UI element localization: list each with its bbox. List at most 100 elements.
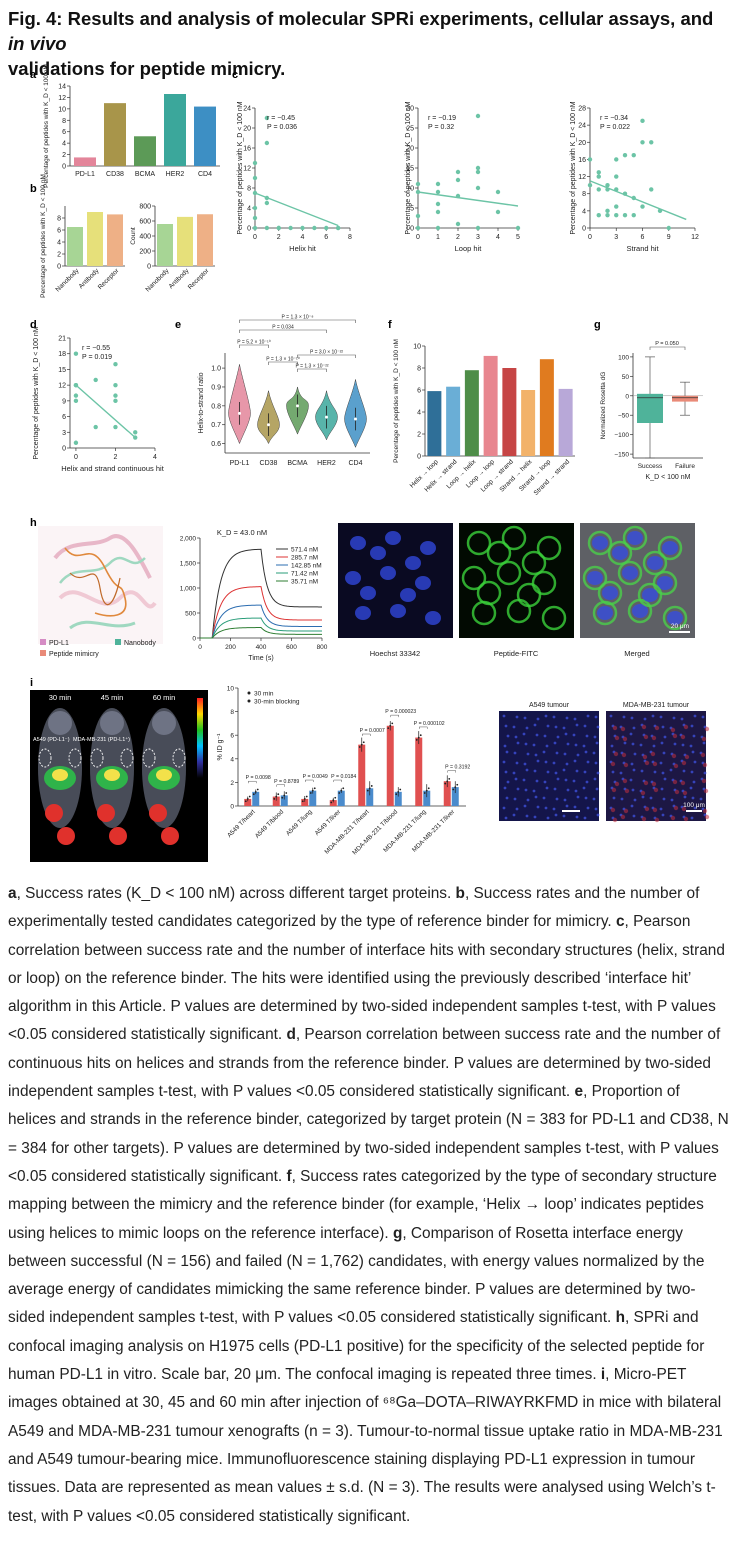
x-tick-label: A549 T/heart (226, 808, 257, 839)
data-point (415, 213, 421, 219)
significance-bracket (305, 779, 314, 783)
y-tick-label: 9 (62, 398, 66, 405)
legend-label: 30-min blocking (254, 699, 300, 706)
stat-r: r = −0.55 (82, 345, 110, 352)
data-point (475, 165, 481, 171)
tissue-nucleus (545, 744, 549, 748)
y-axis-label: % ID g⁻¹ (217, 733, 224, 761)
stat-r: r = −0.45 (267, 115, 295, 122)
tissue-nucleus (552, 807, 556, 811)
replicate-point (399, 788, 402, 791)
tissue-nucleus (502, 806, 506, 810)
y-tick-label: 1,500 (180, 561, 197, 568)
pet-time-label: 60 min (153, 693, 176, 702)
box-Success (637, 393, 663, 423)
y-tick-label: 0 (62, 164, 66, 171)
tissue-nucleus (562, 768, 566, 772)
cell-membrane (597, 580, 623, 606)
sensorgram-35.71 nM (200, 627, 323, 639)
tumour-outline-mda (120, 748, 134, 768)
pdl1-stain (684, 754, 690, 760)
y-axis-label: Percentage of peptides with K_D < 100 nM (393, 339, 400, 463)
significance-bracket (649, 346, 686, 350)
replicate-point (419, 734, 422, 737)
tissue-nucleus (522, 732, 526, 736)
data-point (649, 187, 654, 192)
tissue-nucleus (693, 760, 697, 764)
p-value: P = 1.3 × 10⁻⁸ (282, 315, 314, 321)
data-point (614, 174, 619, 179)
panel-label-e: e (175, 319, 181, 331)
tissue-nucleus (524, 788, 528, 792)
y-tick-label: 12 (58, 95, 66, 102)
tissue-nucleus (563, 752, 567, 756)
significance-bracket (297, 368, 327, 372)
pet-colorbar (197, 698, 203, 778)
tissue-nucleus (643, 717, 647, 721)
pdl1-stain (702, 808, 708, 814)
cell-membrane (476, 580, 502, 606)
bar-Antibody (177, 216, 193, 266)
chart-title: K_D = 43.0 nM (217, 528, 267, 537)
replicate-point (425, 789, 428, 792)
replicate-point (452, 788, 455, 791)
x-tick-label: 4 (496, 234, 500, 241)
tissue-nucleus (554, 725, 558, 729)
y-tick-label: 2,000 (180, 536, 197, 543)
legend-peptide: Peptide mimicry (49, 651, 99, 658)
tissue-nucleus (630, 804, 634, 808)
pdl1-stain (652, 761, 658, 767)
y-tick-label: 4 (62, 141, 66, 148)
y-tick-label: 50 (622, 374, 630, 381)
caption-panel-letter: d (286, 1026, 296, 1044)
tumour-label-mda: MDA-MB-231 (PD-L1⁺) (73, 736, 130, 743)
y-tick-label: 0.8 (211, 403, 221, 410)
cell-nucleus (390, 604, 406, 618)
data-point (415, 181, 421, 187)
y-axis-label: Percentage of peptides with K_D < 100 nM (43, 64, 50, 188)
p-value: P = 0.0098 (246, 775, 271, 781)
cell-nucleus (627, 531, 643, 545)
y-tick-label: 16 (578, 157, 586, 164)
pdl1-stain (650, 751, 656, 757)
legend-marker (247, 691, 251, 695)
tissue-nucleus (526, 798, 530, 802)
data-point (73, 351, 79, 356)
cell-membrane (652, 570, 678, 596)
x-tick-label: CD38 (260, 460, 278, 467)
pdl1-stain (624, 788, 630, 794)
tissue-nucleus (630, 762, 634, 766)
bar-30 min (415, 737, 423, 806)
stat-r: r = −0.34 (600, 115, 628, 122)
replicate-point (281, 796, 284, 799)
pdl1-stain (643, 734, 649, 740)
pdl1-stain (670, 815, 676, 821)
tissue-nucleus (575, 815, 579, 819)
sensorgram-71.42 nM (200, 617, 323, 639)
data-point (475, 225, 481, 231)
y-tick-label: 24 (578, 123, 586, 130)
figure-caption: a, Success rates (K_D < 100 nM) across d… (8, 880, 730, 1531)
y-tick-label: 0 (62, 446, 66, 453)
y-tick-label: 6 (417, 388, 421, 395)
tissue-nucleus (649, 796, 653, 800)
replicate-point (448, 777, 451, 780)
tumour-outline-a549 (90, 748, 104, 768)
replicate-point (305, 795, 308, 798)
y-tick-label: 4 (247, 206, 251, 213)
tissue-nucleus (619, 771, 623, 775)
data-point (93, 424, 98, 430)
bar-30-min blocking (309, 790, 317, 806)
bar-Loop → strand (502, 368, 517, 456)
replicate-point (311, 789, 314, 792)
cell-nucleus (612, 546, 628, 560)
pdl1-stain (621, 752, 627, 758)
data-point (649, 140, 654, 145)
bar-Nanobody (67, 227, 83, 266)
cell-nucleus (415, 576, 431, 590)
figure-title-main: Results and analysis of molecular SPRi e… (67, 8, 714, 29)
p-value: P = 0.050 (655, 341, 679, 347)
y-tick-label: 400 (139, 234, 151, 241)
data-point (622, 152, 628, 158)
structure-strand (69, 572, 121, 606)
